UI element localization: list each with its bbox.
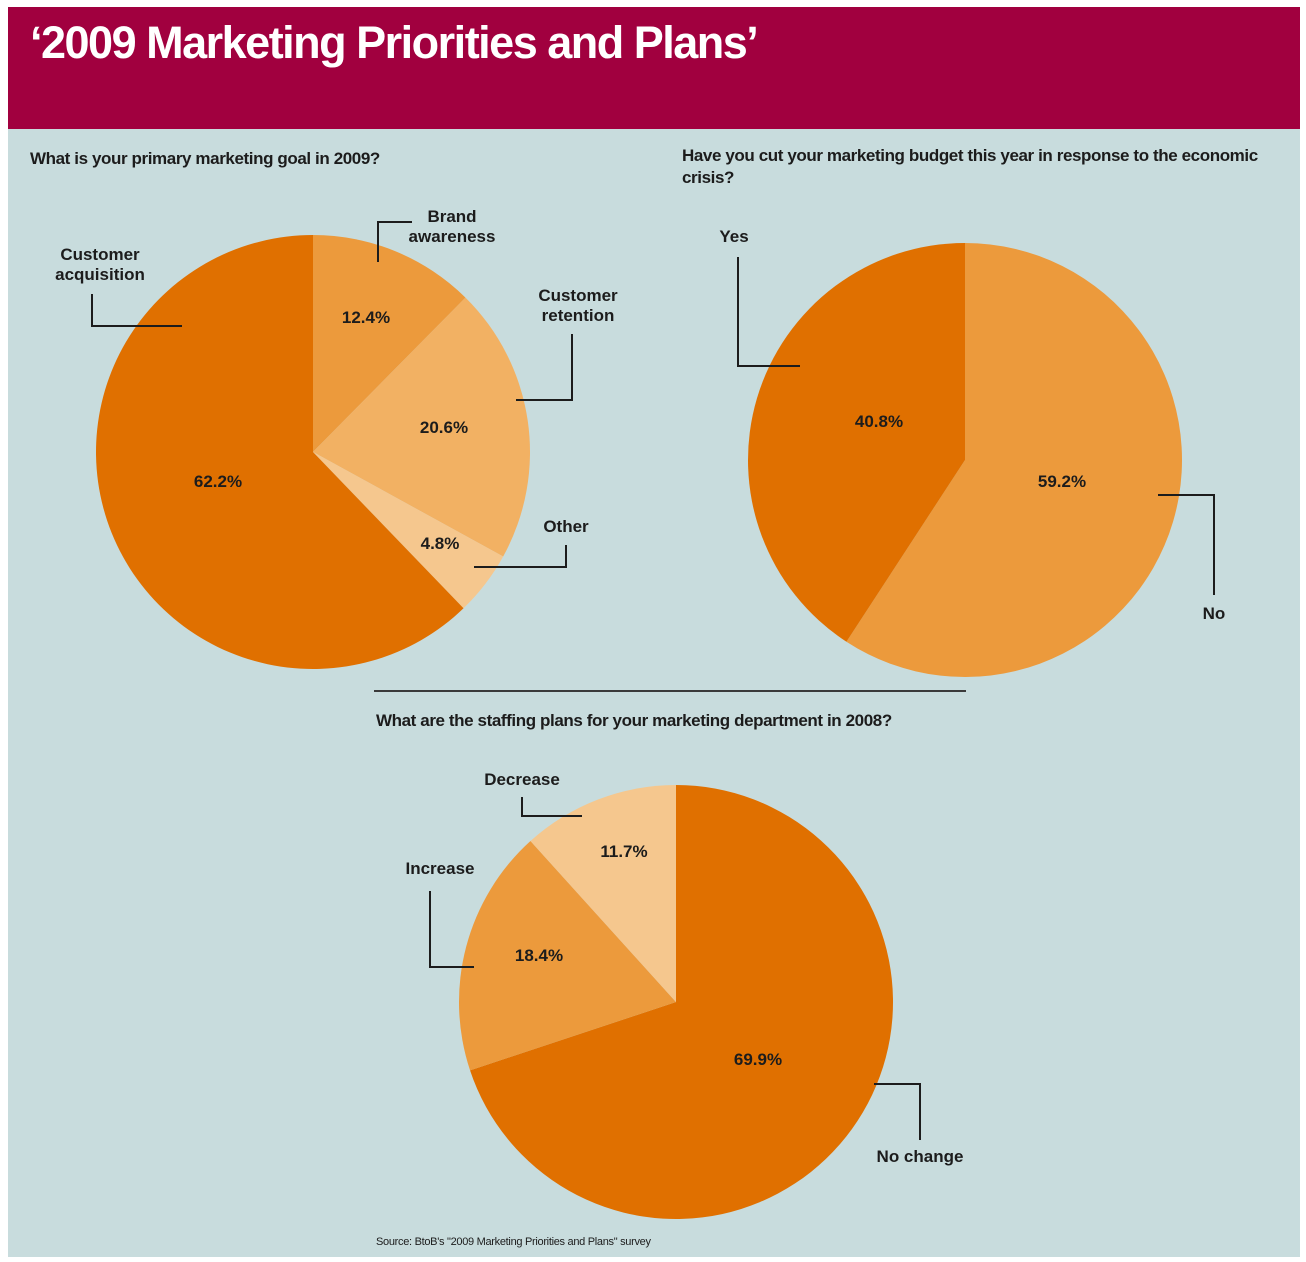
pie-slice-staffing-no-change	[470, 785, 894, 1220]
pie-slice-staffing-increase	[459, 841, 676, 1071]
category-label-goal-customer-retention: retention	[542, 306, 615, 325]
pie-slice-goal-other	[313, 452, 504, 609]
data-label-staffing-decrease: 11.7%	[600, 842, 647, 861]
leader-line-goal-3	[91, 294, 182, 327]
category-label-goal-customer-retention: Customer	[538, 286, 618, 305]
category-label-budget-no: No	[1203, 604, 1226, 623]
category-label-goal-customer-acquisition: acquisition	[55, 265, 145, 284]
category-label-goal-brand-awareness: awareness	[409, 227, 496, 246]
leader-line-goal-0	[377, 221, 412, 262]
category-label-staffing-no-change: No change	[877, 1147, 964, 1166]
leader-line-budget-0	[1158, 494, 1215, 595]
data-label-staffing-no-change: 69.9%	[734, 1050, 782, 1069]
leader-line-budget-1	[737, 257, 800, 367]
chart-title-goal: What is your primary marketing goal in 2…	[30, 149, 380, 168]
title-banner: ‘2009 Marketing Priorities and Plans’	[8, 7, 1300, 129]
infographic: ‘2009 Marketing Priorities and Plans’ Wh…	[8, 7, 1300, 1257]
category-label-goal-brand-awareness: Brand	[427, 207, 476, 226]
data-label-goal-customer-retention: 20.6%	[420, 418, 468, 437]
leader-line-staffing-1	[429, 891, 474, 968]
source-note: Source: BtoB's "2009 Marketing Prioritie…	[376, 1236, 651, 1248]
leader-line-staffing-2	[521, 797, 582, 817]
data-label-goal-brand-awareness: 12.4%	[342, 308, 390, 327]
data-label-budget-no: 59.2%	[1038, 472, 1086, 491]
pie-slice-budget-no	[846, 243, 1183, 677]
leader-line-staffing-0	[874, 1083, 921, 1140]
data-label-budget-yes: 40.8%	[855, 412, 903, 431]
page-title-text: ‘2009 Marketing Priorities and Plans’	[30, 17, 759, 68]
category-label-goal-customer-acquisition: Customer	[60, 245, 140, 264]
leader-line-goal-2	[474, 545, 567, 568]
leader-line-goal-1	[516, 334, 573, 401]
pie-slice-goal-customer-acquisition	[96, 235, 464, 669]
category-label-goal-other: Other	[543, 517, 589, 536]
data-label-goal-other: 4.8%	[421, 534, 460, 553]
section-divider	[374, 690, 966, 692]
page-title: ‘2009 Marketing Priorities and Plans’	[30, 17, 759, 68]
pie-slice-goal-customer-retention	[313, 297, 531, 557]
pie-slice-staffing-decrease	[530, 785, 676, 1002]
category-label-staffing-increase: Increase	[406, 859, 475, 878]
pie-slice-budget-yes	[748, 243, 965, 642]
category-label-staffing-decrease: Decrease	[484, 770, 560, 789]
category-label-budget-yes: Yes	[719, 227, 748, 246]
data-label-staffing-increase: 18.4%	[515, 946, 563, 965]
pie-slice-goal-brand-awareness	[313, 235, 466, 452]
chart-title-staffing: What are the staffing plans for your mar…	[376, 711, 892, 730]
chart-title-budget: Have you cut your marketing budget this …	[682, 146, 1258, 187]
data-label-goal-customer-acquisition: 62.2%	[194, 472, 242, 491]
